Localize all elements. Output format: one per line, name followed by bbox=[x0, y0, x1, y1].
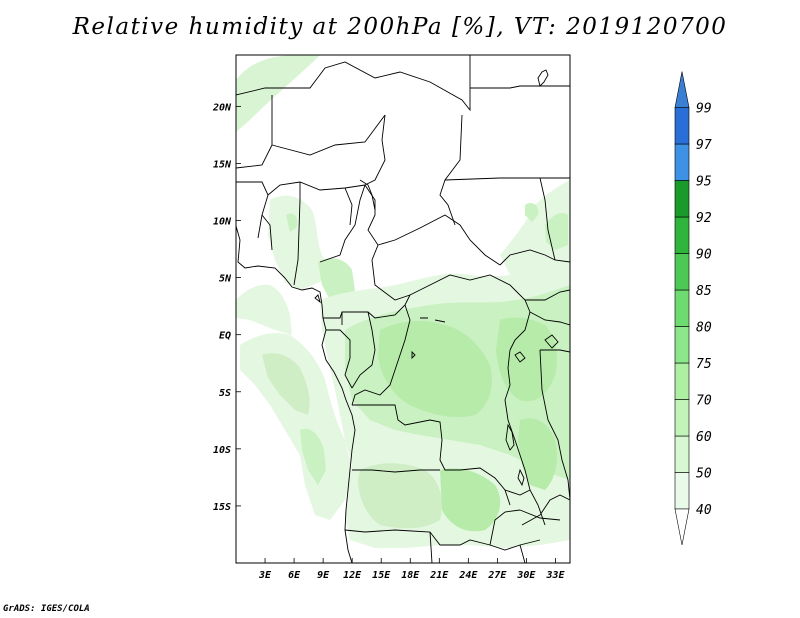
lat-tick-label: EQ bbox=[219, 331, 231, 342]
lon-tick-label: 18E bbox=[401, 570, 420, 581]
colorbar-segment bbox=[674, 107, 690, 145]
colorbar-segment bbox=[674, 399, 690, 437]
lat-tick-label: 5S bbox=[219, 388, 231, 399]
lon-tick-label: 27E bbox=[487, 570, 507, 581]
country-borders bbox=[236, 55, 570, 563]
lon-tick-label: 9E bbox=[317, 570, 330, 581]
colorbar-label: 60 bbox=[696, 430, 712, 445]
longitude-axis: 3E 6E 9E 12E 15E 18E 21E 24E 27E 30E 33E bbox=[258, 558, 565, 581]
map-title: Relative humidity at 200hPa [%], VT: 201… bbox=[72, 14, 728, 40]
colorbar-top-arrow bbox=[674, 71, 690, 108]
lat-tick-label: 10N bbox=[213, 217, 232, 228]
lat-tick-label: 10S bbox=[213, 445, 231, 456]
lon-tick-label: 21E bbox=[429, 570, 449, 581]
colorbar-segment bbox=[674, 472, 690, 510]
colorbar-segment bbox=[674, 289, 690, 327]
colorbar-label: 97 bbox=[696, 138, 712, 153]
lon-tick-label: 12E bbox=[343, 570, 362, 581]
lon-tick-label: 24E bbox=[458, 570, 478, 581]
colorbar-label: 40 bbox=[696, 503, 712, 518]
colorbar-label: 70 bbox=[696, 394, 712, 409]
colorbar-segment bbox=[674, 326, 690, 364]
colorbar-label: 80 bbox=[696, 321, 712, 336]
colorbar-label: 92 bbox=[696, 211, 712, 226]
lon-tick-label: 33E bbox=[545, 570, 565, 581]
colorbar-label: 85 bbox=[696, 284, 712, 299]
latitude-axis: 20N 15N 10N 5N EQ 5S 10S 15S bbox=[212, 102, 241, 513]
colorbar-label: 75 bbox=[696, 357, 712, 372]
colorbar-segment bbox=[674, 253, 690, 291]
colorbar-segment bbox=[674, 435, 690, 473]
colorbar-label: 50 bbox=[696, 467, 712, 482]
lon-tick-label: 15E bbox=[372, 570, 391, 581]
colorbar-segment bbox=[674, 362, 690, 400]
lat-tick-label: 5N bbox=[219, 274, 232, 285]
lon-tick-label: 6E bbox=[288, 570, 301, 581]
lon-tick-label: 3E bbox=[258, 570, 272, 581]
credit-text: GrADS: IGES/COLA bbox=[3, 604, 90, 614]
colorbar-bottom-arrow bbox=[674, 508, 690, 546]
colorbar-label: 95 bbox=[696, 175, 712, 190]
colorbar: 40 50 60 70 75 80 85 90 92 95 97 99 bbox=[674, 71, 712, 546]
colorbar-segment bbox=[674, 216, 690, 254]
colorbar-label: 99 bbox=[696, 102, 712, 117]
lat-tick-label: 15S bbox=[213, 502, 231, 513]
colorbar-segment bbox=[674, 180, 690, 218]
lat-tick-label: 15N bbox=[213, 159, 232, 170]
colorbar-segment bbox=[674, 143, 690, 181]
colorbar-label: 90 bbox=[696, 248, 712, 263]
lat-tick-label: 20N bbox=[212, 102, 232, 113]
map-frame bbox=[235, 54, 571, 564]
lon-tick-label: 30E bbox=[516, 570, 536, 581]
humidity-shading bbox=[236, 55, 570, 548]
